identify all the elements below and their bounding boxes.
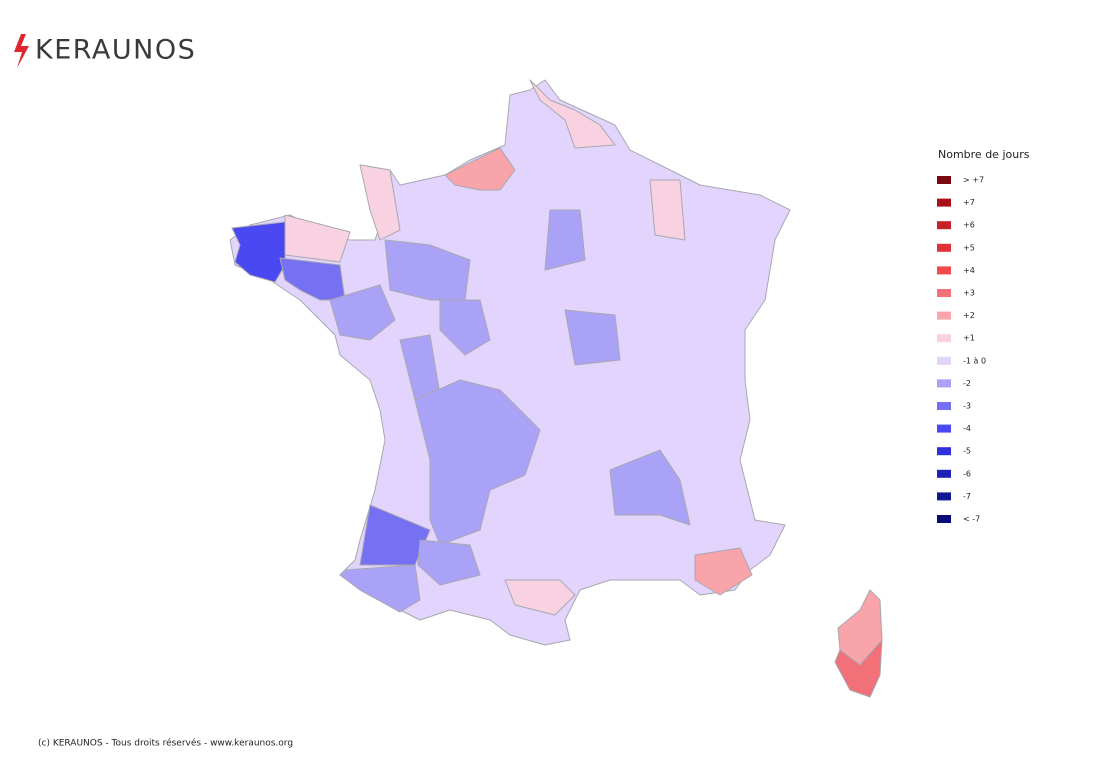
legend-label: < -7 [963,515,980,524]
logo-bolt [14,34,29,68]
region [339,564,421,613]
legend-label: -6 [963,469,971,478]
region [564,309,621,366]
legend-swatch [937,356,951,365]
legend-swatch [937,379,951,388]
region [359,164,401,241]
legend-swatch [937,198,951,207]
region [544,209,586,271]
legend-swatch [937,266,951,275]
region [414,379,541,546]
legend-swatch [937,447,951,456]
region [609,449,691,526]
legend-swatch [937,243,951,252]
legend-label: -5 [963,447,971,456]
legend-swatch [937,176,951,184]
legend-label: +3 [963,289,975,298]
legend-swatch [937,289,951,297]
legend-label: -3 [963,402,971,411]
footer: (c) KERAUNOS - Tous droits réservés - ww… [38,738,293,749]
region [284,214,351,263]
legend-label: -1 à 0 [963,356,986,365]
legend-label: +4 [963,266,975,275]
legend-label: -7 [963,492,971,501]
legend-label: +7 [963,198,975,207]
region [649,179,686,241]
legend-label: +5 [963,243,975,252]
legend-swatch [937,492,951,501]
region [231,221,286,283]
region [834,639,883,698]
legend: > +7 +7 +6 +5 +4 +3 +2 +1 -1 à 0 -2 -3 -4 -5 -6 -7 < -7 [937,176,986,524]
region [529,79,616,149]
legend-label: > +7 [963,176,984,185]
legend-label: +1 [963,334,975,343]
region [417,539,481,586]
legend-swatch [937,402,951,410]
region [329,284,396,341]
map [229,79,883,698]
region [439,299,491,356]
legend-swatch [937,311,951,320]
legend-swatch [937,469,951,478]
legend-swatch [937,221,951,230]
legend-swatch [937,515,951,523]
legend-label: -2 [963,379,971,388]
region [279,257,346,301]
legend-label: +2 [963,311,975,320]
region [504,579,576,616]
legend-label: -4 [963,424,971,433]
region [444,147,516,191]
legend-title: Nombre de jours [938,148,1030,161]
legend-swatch [937,424,951,433]
logo-text: KERAUNOS [35,35,196,66]
legend-label: +6 [963,221,975,230]
legend-swatch [937,334,951,343]
region [694,547,753,596]
